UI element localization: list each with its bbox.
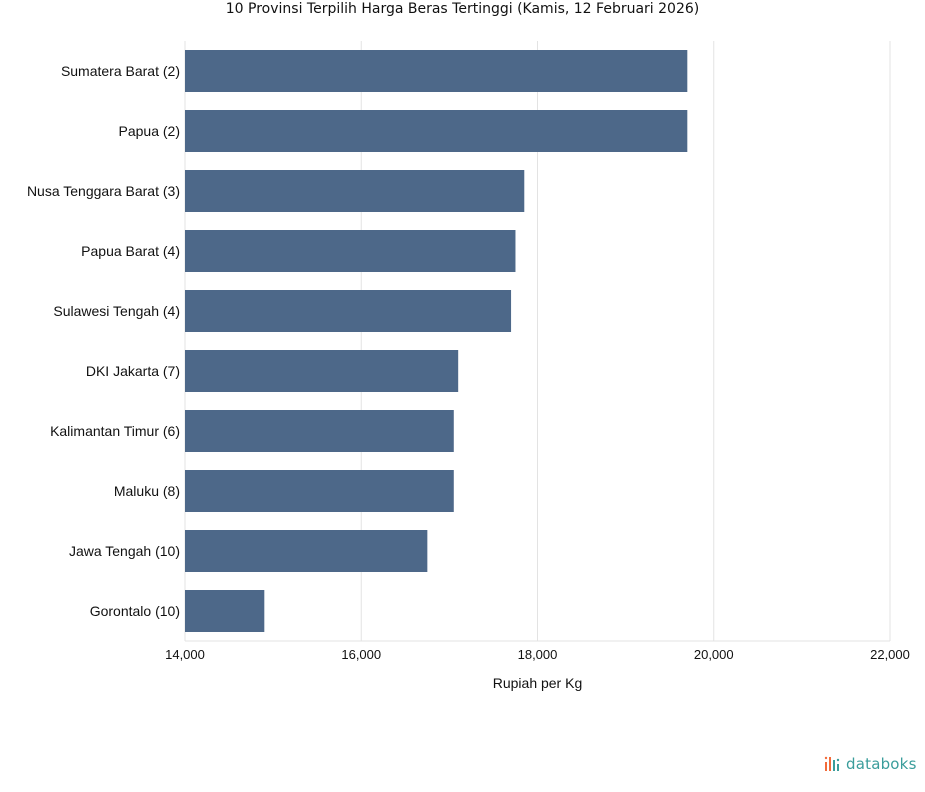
databoks-logo-icon	[824, 756, 840, 771]
bar[interactable]	[185, 110, 688, 152]
x-axis-title: Rupiah per Kg	[493, 675, 583, 691]
category-label: Gorontalo (10)	[90, 603, 180, 619]
x-tick-label: 18,000	[518, 647, 558, 662]
category-label: Nusa Tenggara Barat (3)	[27, 183, 180, 199]
bar[interactable]	[185, 350, 459, 392]
databoks-logo-text: databoks	[846, 755, 917, 773]
category-label: Sulawesi Tengah (4)	[53, 303, 180, 319]
category-label: Kalimantan Timur (6)	[50, 423, 180, 439]
bar[interactable]	[185, 590, 265, 632]
bar[interactable]	[185, 170, 525, 212]
chart-title: 10 Provinsi Terpilih Harga Beras Terting…	[225, 1, 700, 17]
x-tick-label: 14,000	[165, 647, 205, 662]
x-tick-label: 20,000	[694, 647, 734, 662]
bar[interactable]	[185, 230, 516, 272]
databoks-logo[interactable]: databoks	[824, 754, 917, 774]
bar[interactable]	[185, 50, 688, 92]
x-tick-labels: 14,000 16,000 18,000 20,000 22,000	[165, 647, 910, 662]
category-labels: Sumatera Barat (2) Papua (2) Nusa Tenggara…	[27, 63, 180, 619]
category-label: Maluku (8)	[114, 483, 180, 499]
bar[interactable]	[185, 470, 454, 512]
category-label: Sumatera Barat (2)	[61, 63, 180, 79]
category-label: Jawa Tengah (10)	[69, 543, 180, 559]
bar[interactable]	[185, 290, 512, 332]
category-label: Papua (2)	[119, 123, 180, 139]
x-tick-label: 22,000	[870, 647, 910, 662]
bar[interactable]	[185, 530, 428, 572]
x-tick-label: 16,000	[341, 647, 381, 662]
bars	[185, 50, 688, 632]
bar[interactable]	[185, 410, 454, 452]
category-label: Papua Barat (4)	[81, 243, 180, 259]
category-label: DKI Jakarta (7)	[86, 363, 180, 379]
